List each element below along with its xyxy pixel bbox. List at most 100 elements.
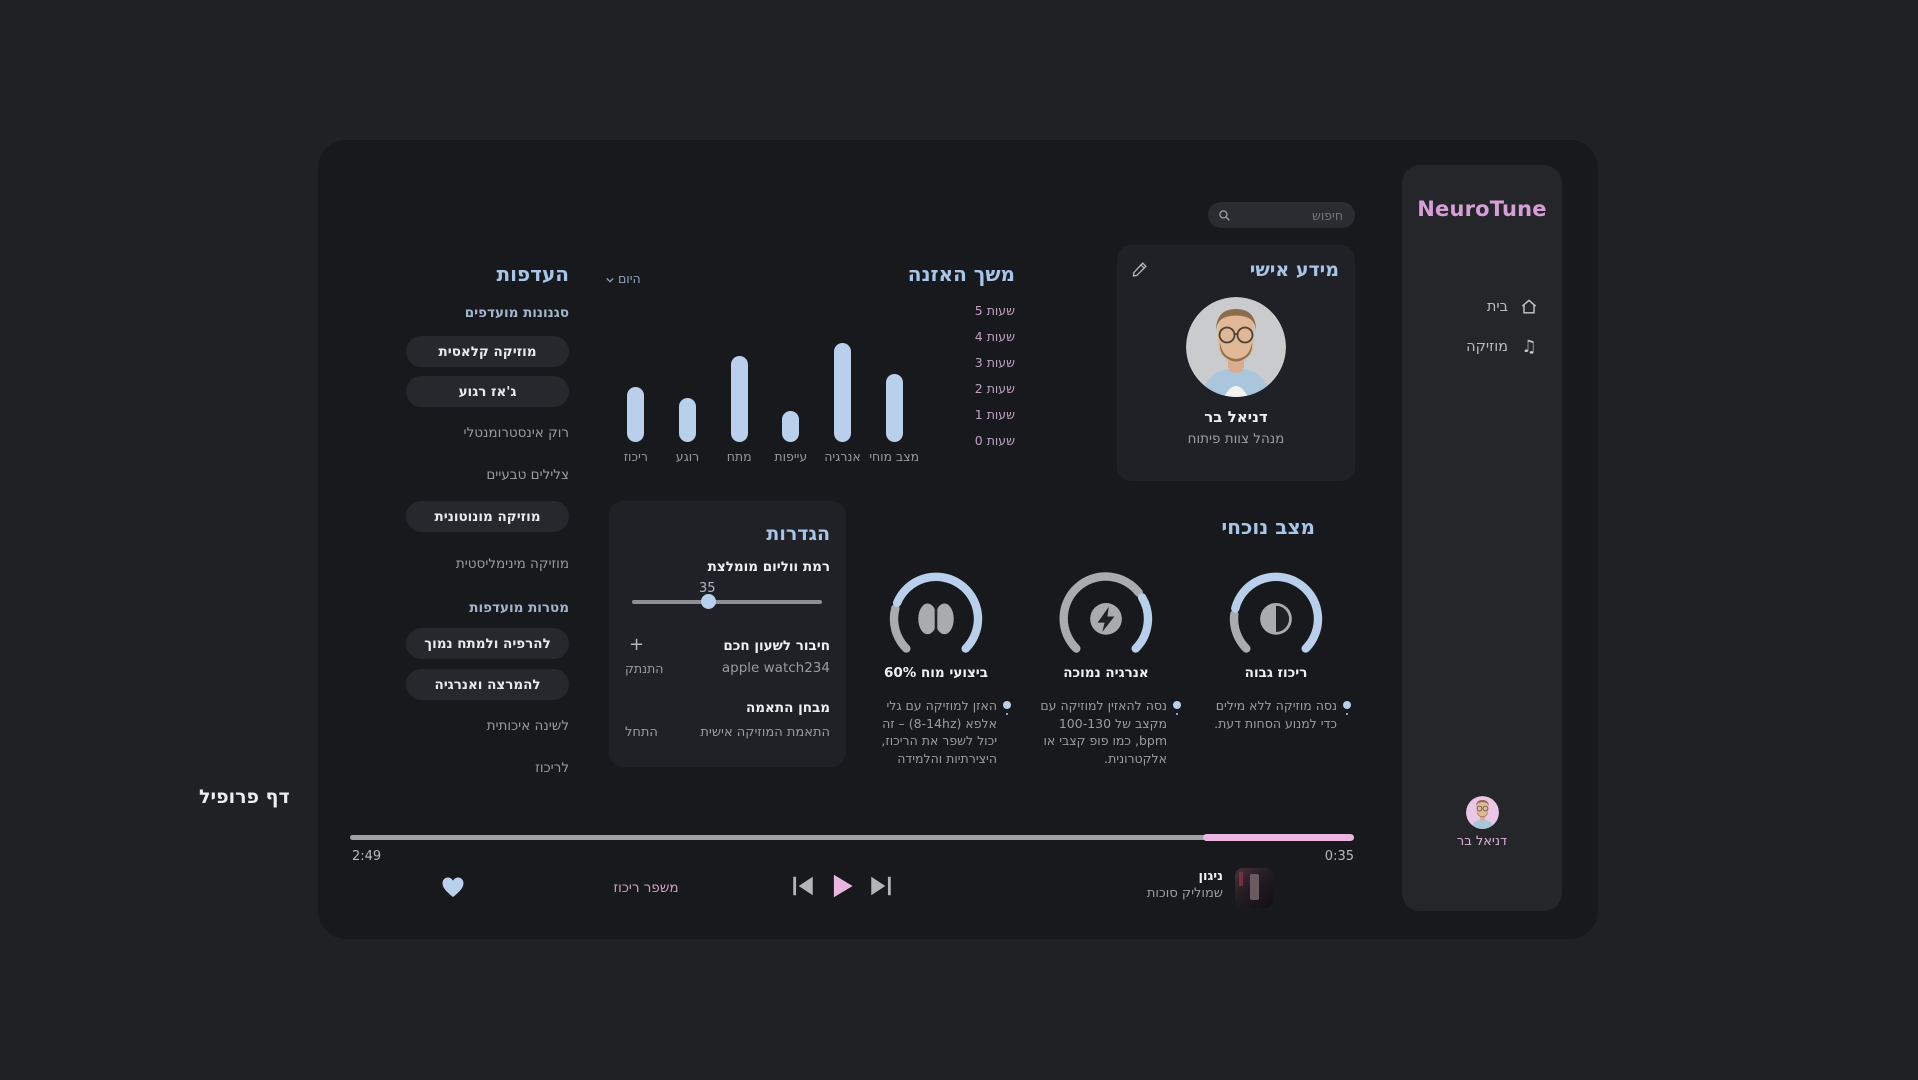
gauge-tip: האזן למוזיקה עם גלי אלפא (8-14hz) – זה י… [861,697,1011,767]
yaxis-tick: 0 שעות [974,433,1015,448]
day-filter-label: היום [618,271,641,286]
pref-chip-jazz[interactable]: ג'אז רגוע [406,376,569,407]
pref-item-sleep[interactable]: לשינה איכותית [486,718,569,734]
sidebar-item-home[interactable]: בית [1402,287,1562,327]
focus-contrast-icon [1260,603,1292,635]
gauge-label: אנרגיה נמוכה [1063,665,1149,681]
bar-column: עייפות [765,275,817,465]
bulb-icon [1343,701,1351,709]
page-title: דף פרופיל [199,786,290,808]
current-state-title: מצב נוכחי [1221,515,1315,539]
sidebar-user-name: דניאל בר [1456,834,1508,849]
mode-label[interactable]: משפר ריכוז [613,880,679,896]
sidebar-item-music[interactable]: ♫ מוזיקה [1402,327,1562,367]
heart-icon[interactable] [441,876,465,898]
app-panel: מידע אישי [318,140,1598,939]
gauge-tip: נסה מוזיקה ללא מילים כדי למנוע הסחות דעת… [1201,697,1351,732]
pref-group-header: מטרות מועדפות [469,600,569,616]
gauge-tip-text: נסה להאזין למוזיקה עם מקצב של 100-130 bp… [1040,698,1167,766]
gauge-row: ריכוז גבוה נסה מוזיקה ללא מילים כדי למנו… [858,561,1354,767]
pref-chip-relaxation[interactable]: להרפיה ולמתח נמוך [406,628,569,659]
bar-label: מצב מוחי [869,449,920,464]
volume-slider[interactable] [632,594,822,609]
pref-chip-classical[interactable]: מוזיקה קלאסית [406,336,569,367]
add-device-button[interactable]: + [629,634,645,655]
profile-name: דניאל בר [1204,408,1268,426]
search-input[interactable] [1231,206,1345,224]
play-icon[interactable] [827,871,857,905]
gauge-energy: אנרגיה נמוכה נסה להאזין למוזיקה עם מקצב … [1028,561,1184,767]
smartwatch-device: apple watch234 [721,660,830,676]
bar-label: ריכוז [623,449,648,464]
matching-test-desc: התאמת המוזיקה אישית [700,725,830,740]
search-icon [1218,209,1231,222]
yaxis-tick: 4 שעות [974,329,1015,344]
day-filter-dropdown[interactable]: היום [606,271,641,286]
gauge-label: ביצועי מוח 60% [883,665,989,681]
pref-item-minimalist[interactable]: מוזיקה מינימליסטית [455,556,569,572]
bar [730,356,748,442]
pref-item-instrumental-rock[interactable]: רוק אינסטרומנטלי [463,425,569,441]
bar [782,410,800,442]
sidebar: NeuroTune בית ♫ מוזיקה [1402,165,1562,911]
sidebar-avatar [1465,796,1499,829]
personal-info-title: מידע אישי [1249,259,1339,281]
home-icon [1518,296,1540,318]
gauge-tip-text: האזן למוזיקה עם גלי אלפא (8-14hz) – זה י… [881,698,997,766]
current-state-section: מצב נוכחי ריכוז גבוה נסה מוזיקה ללא מילי… [858,515,1354,767]
profile-role: מנהל צוות פיתוח [1187,431,1285,447]
pref-item-natural-sounds[interactable]: צלילים טבעיים [486,467,569,483]
time-elapsed: 0:35 [1324,849,1354,864]
volume-value: 35 [699,581,716,596]
bar-column: מתח [713,275,765,465]
personal-info-card: מידע אישי [1117,245,1355,481]
bar-label: עייפות [774,449,808,464]
listening-yaxis: 0 שעות 1 שעות 2 שעות 3 שעות 4 שעות 5 שעות [955,275,1015,465]
search-bar[interactable] [1208,202,1355,228]
progress-bar[interactable] [350,834,1354,841]
pref-group-header: סגנונות מועדפים [464,305,569,321]
edit-icon[interactable] [1131,261,1149,279]
yaxis-tick: 2 שעות [974,381,1015,396]
bar-label: רוגע [675,449,700,464]
bar [834,343,851,442]
gauge-arc [1229,572,1323,653]
gauge-arc [1059,572,1153,653]
previous-track-icon[interactable] [790,873,816,903]
song-artist: שמוליק סוכות [1146,886,1223,901]
next-track-icon[interactable] [868,873,894,903]
gauge-tip-text: נסה מוזיקה ללא מילים כדי למנוע הסחות דעת… [1214,698,1337,731]
pref-item-focus[interactable]: לריכוז [535,760,569,776]
brain-icon [918,603,954,635]
lightning-bolt-icon [1090,603,1122,635]
preferences-section: העדפות סגנונות מועדפים מוזיקה קלאסית ג'א… [406,262,569,776]
volume-label: רמת ווליום מומלצת [707,559,830,575]
song-title: ניגון [1198,869,1223,884]
sidebar-user[interactable]: דניאל בר [1402,796,1562,849]
bar-label: אנרגיה [824,449,861,464]
start-test-button[interactable]: התחל [625,725,658,740]
gauge-tip: נסה להאזין למוזיקה עם מקצב של 100-130 bp… [1031,697,1181,767]
bar-column: אנרגיה [817,275,869,465]
sidebar-item-label: בית [1486,299,1508,315]
volume-slider-thumb[interactable] [701,594,716,609]
yaxis-tick: 3 שעות [974,355,1015,370]
bar-label: מתח [726,449,752,464]
gauge-focus: ריכוז גבוה נסה מוזיקה ללא מילים כדי למנו… [1198,561,1354,767]
profile-avatar [1186,297,1286,397]
bar [627,387,645,442]
app-logo: NeuroTune [1417,197,1547,221]
bulb-icon [1003,701,1011,709]
pref-chip-energize[interactable]: להמרצה ואנרגיה [406,669,569,700]
bar-column: רוגע [662,275,714,465]
settings-card: הגדרות רמת ווליום מומלצת 35 חיבור לשעון … [609,501,846,767]
now-playing: ניגון שמוליק סוכות [1147,869,1223,901]
matching-test-label: מבחן התאמה [746,700,830,716]
settings-title: הגדרות [766,523,830,545]
bar-column: ריכוז [610,275,662,465]
bulb-icon [1173,701,1181,709]
album-art [1235,868,1273,908]
pref-chip-monotonic[interactable]: מוזיקה מונוטונית [406,501,569,532]
disconnect-button[interactable]: התנתק [625,661,664,676]
gauge-brain: ביצועי מוח 60% האזן למוזיקה עם גלי אלפא … [858,561,1014,767]
